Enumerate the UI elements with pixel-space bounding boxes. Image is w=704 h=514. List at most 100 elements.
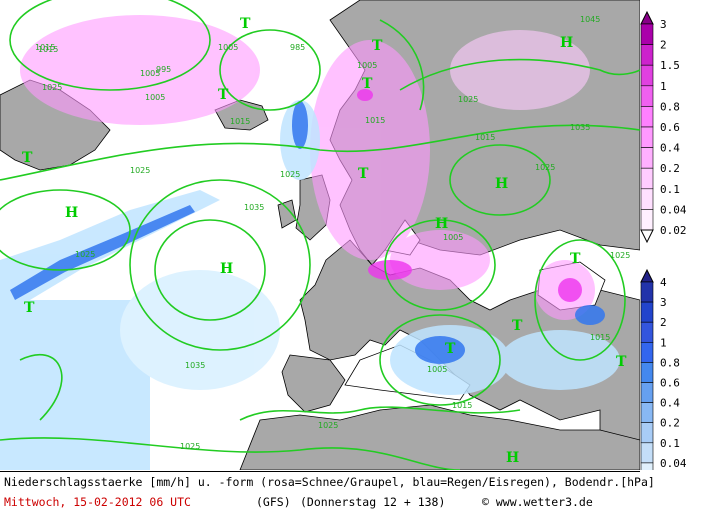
weather-map: 1015 1025 995 1005 1005 1005 985 1015 1005 1015 10… (0, 0, 640, 470)
colorbar-label: 1 (660, 80, 667, 93)
isobar-label: 1035 (185, 361, 205, 370)
isobar-label: 1035 (570, 123, 590, 132)
snow-area (20, 15, 260, 125)
rain-heavy-band (10, 205, 195, 300)
colorbar-label: 0.1 (660, 183, 680, 196)
colorbar-arrow-bottom (640, 229, 654, 244)
colorbar-label: 0.6 (660, 121, 680, 134)
colorbar-swatch (640, 147, 654, 169)
isobar-label: 985 (290, 43, 305, 52)
isobar-label: 1015 (35, 43, 55, 52)
isobar (0, 124, 640, 181)
isobar (534, 239, 626, 361)
north-africa-land (239, 404, 640, 470)
map-title: Niederschlagsstaerke [mm/h] u. -form (ro… (4, 475, 655, 489)
low-pressure-label: T (512, 318, 523, 334)
snow-area (450, 30, 590, 110)
isobar (0, 437, 461, 470)
colorbar-label: 1 (660, 336, 667, 349)
isobar (19, 354, 63, 421)
isobar-label: 1025 (42, 83, 62, 92)
isobar-label: 1025 (535, 163, 555, 172)
colorbar-swatch (640, 321, 654, 343)
copyright-link[interactable]: © www.wetter3.de (482, 495, 593, 509)
colorbar-swatch (640, 442, 654, 464)
isobar (154, 219, 266, 321)
model-name: (GFS) (256, 495, 291, 509)
isobar-labels: 1015 1025 995 1005 1005 1005 985 1015 1005 1015 10… (35, 15, 630, 451)
low-pressure-label: T (218, 87, 229, 103)
isobar-label: 1035 (244, 203, 264, 212)
colorbar-swatch (640, 402, 654, 424)
isobar-label: 1025 (75, 250, 95, 259)
high-pressure-label: H (435, 216, 448, 232)
colorbar-swatch (640, 126, 654, 148)
isobar-label: 1015 (365, 116, 385, 125)
low-pressure-label: T (22, 150, 33, 166)
isobar-label: 1025 (318, 421, 338, 430)
colorbar-label: 0.04 (660, 203, 687, 216)
colorbar-label: 2 (660, 316, 667, 329)
snow-area (390, 230, 490, 290)
colorbar-swatch (640, 462, 654, 470)
colorbar-label: 3 (660, 18, 667, 31)
snow-heavy-areas (357, 89, 582, 302)
colorbar-arrow-top (640, 268, 654, 283)
colorbar-label: 4 (660, 276, 667, 289)
high-pressure-label: H (495, 176, 508, 192)
isobar-label: 1015 (452, 401, 472, 410)
low-pressure-label: T (240, 16, 251, 32)
colorbar-label: 3 (660, 296, 667, 309)
isobar-label: 1025 (610, 251, 630, 260)
rain-heavy (415, 336, 465, 364)
colorbar-swatch (640, 209, 654, 231)
isobar (239, 406, 521, 421)
colorbar-swatch (640, 85, 654, 107)
high-pressure-label: H (560, 35, 573, 51)
colorbar-swatch (640, 167, 654, 190)
isobar (399, 58, 640, 91)
colorbar-swatch (640, 64, 654, 87)
colorbar-swatch (640, 23, 654, 45)
colorbar-swatch (640, 301, 654, 323)
colorbar-label: 0.8 (660, 356, 680, 369)
high-pressure-label: H (220, 261, 233, 277)
isobar-label: 1045 (580, 15, 600, 24)
isobar (449, 144, 551, 216)
isobar-label: 1005 (218, 43, 238, 52)
rain-heavy-areas (10, 101, 605, 364)
isobar (384, 219, 496, 311)
colorbar-swatch (640, 44, 654, 66)
colorbar-label: 0.8 (660, 100, 680, 113)
colorbar-swatch (640, 362, 654, 383)
snow-heavy (368, 260, 412, 280)
colorbar-label: 1.5 (660, 59, 680, 72)
valid-time: (Donnerstag 12 + 138) (300, 495, 446, 509)
rain-area (500, 330, 620, 390)
snow-colorbar: 3 2 1.5 1 0.8 0.6 0.4 0.2 0.1 0.04 0.02 (640, 10, 687, 244)
isobar-label: 1005 (145, 93, 165, 102)
low-pressure-label: T (445, 341, 456, 357)
colorbar-label: 0.04 (660, 457, 687, 470)
snow-heavy (558, 278, 582, 302)
high-pressure-label: H (506, 450, 519, 466)
isobar (129, 179, 311, 351)
isobar-label: 1025 (458, 95, 478, 104)
isobar-label: 1015 (38, 45, 58, 54)
colorbar-arrow-top (640, 10, 654, 25)
isobar-label: 1025 (130, 166, 150, 175)
low-pressure-label: T (24, 300, 35, 316)
map-footer: Niederschlagsstaerke [mm/h] u. -form (ro… (0, 471, 655, 514)
isobar (9, 0, 211, 91)
isobar-label: 1005 (357, 61, 377, 70)
colorbar-label: 0.4 (660, 397, 680, 410)
rain-heavy (575, 305, 605, 325)
isobar-label: 1005 (443, 233, 463, 242)
isobar-label: 995 (156, 65, 171, 74)
iberia-land (281, 354, 346, 413)
isobar-label: 1005 (427, 365, 447, 374)
snow-heavy (357, 89, 373, 101)
colorbar-label: 0.4 (660, 142, 680, 155)
colorbar-label: 2 (660, 39, 667, 52)
